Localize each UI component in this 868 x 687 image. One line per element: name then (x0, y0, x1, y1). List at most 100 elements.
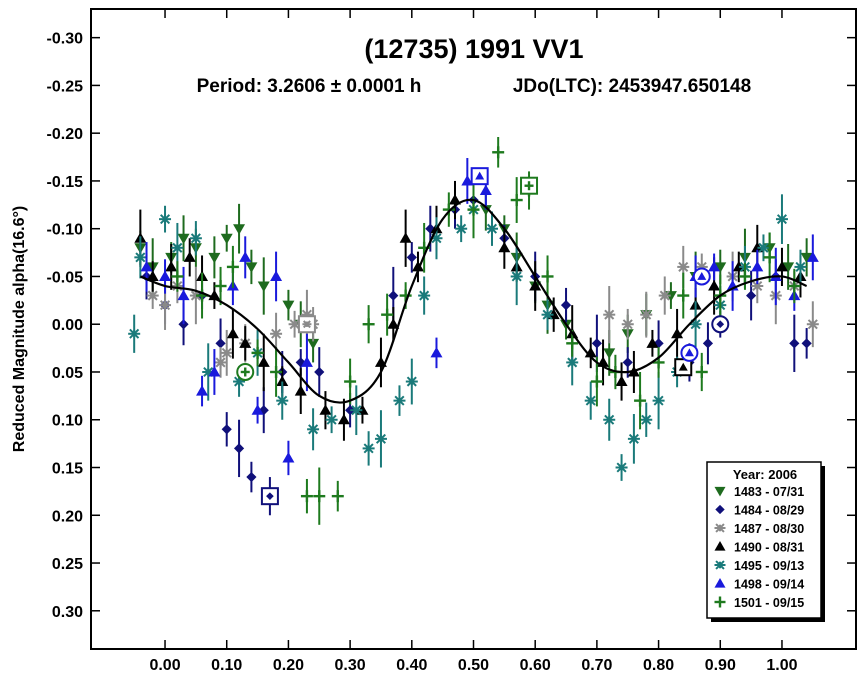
highlighted-point-square (470, 167, 489, 186)
highlighted-point-square (260, 487, 279, 506)
data-point-1501-09-15 (634, 371, 647, 430)
data-point-1483-07-31 (220, 224, 233, 252)
data-point-1484-08-29 (789, 314, 800, 372)
data-point-1501-09-15 (541, 255, 554, 298)
data-point-1487-08-30 (621, 308, 634, 340)
data-point-1495-09-13 (325, 406, 338, 434)
legend-label: 1495 - 09/13 (734, 559, 804, 573)
data-point-1490-08-31 (448, 180, 461, 220)
data-point-1487-08-30 (288, 310, 301, 338)
data-point-1490-08-31 (183, 238, 196, 277)
data-point-1487-08-30 (640, 291, 653, 338)
data-point-1501-09-15 (738, 263, 751, 290)
data-point-1495-09-13 (374, 410, 387, 468)
data-point-1490-08-31 (337, 398, 350, 441)
y-tick-label: 0.05 (52, 365, 83, 382)
data-point-1498-09-14 (300, 333, 313, 392)
data-point-1483-07-31 (245, 249, 258, 285)
data-point-1483-07-31 (282, 289, 295, 321)
data-point-1483-07-31 (782, 243, 795, 290)
data-point-1501-09-15 (344, 358, 357, 405)
data-point-1484-08-29 (746, 270, 757, 321)
data-point-1495-09-13 (757, 234, 770, 262)
data-point-1495-09-13 (362, 431, 375, 466)
highlighted-point-circle (692, 267, 711, 286)
data-point-1495-09-13 (652, 371, 665, 430)
legend-items: 1483 - 07/31 1484 - 08/29 1487 - 08/30 1490… (714, 485, 804, 610)
data-point-1495-09-13 (350, 385, 363, 436)
x-tick-label: 0.40 (396, 657, 427, 674)
data-point-1484-08-29 (560, 287, 572, 323)
legend-box (706, 461, 822, 619)
data-point-1498-09-14 (196, 375, 209, 407)
data-point-1498-09-14 (708, 253, 721, 281)
data-point-1501-09-15 (381, 293, 394, 336)
data-point-1483-07-31 (257, 257, 270, 315)
data-point-1484-08-29 (221, 412, 232, 447)
x-tick-label: 0.90 (705, 657, 736, 674)
data-point-1490-08-31 (239, 326, 252, 361)
x-tick-label: 0.50 (458, 657, 489, 674)
data-point-1490-08-31 (615, 362, 628, 401)
legend-label: 1483 - 07/31 (734, 485, 804, 499)
highlighted-point-square (674, 358, 693, 377)
data-point-1501-09-15 (442, 192, 455, 227)
legend-item-1484-08-29: 1484 - 08/29 (715, 504, 804, 518)
x-tick-label: 0.00 (149, 657, 180, 674)
y-tick-label: 0.30 (52, 604, 83, 621)
data-point-1483-07-31 (177, 215, 190, 262)
legend-item-1483-07-31: 1483 - 07/31 (714, 485, 804, 499)
data-point-1501-09-15 (300, 478, 313, 514)
data-point-1501-09-15 (590, 356, 603, 407)
data-point-1490-08-31 (775, 247, 788, 287)
data-point-1501-09-15 (510, 177, 523, 223)
axes: -0.30 -0.25 -0.20 -0.15 -0.10 -0.05 0.00 0.05 0.… (47, 9, 856, 674)
data-point-1495-09-13 (510, 247, 523, 306)
legend-item-1495-09-13: 1495 - 09/13 (714, 559, 804, 573)
legend-item-1490-08-31: 1490 - 08/31 (714, 541, 804, 555)
data-point-1498-09-14 (282, 440, 295, 476)
data-point-1495-09-13 (393, 385, 406, 416)
data-point-1498-09-14 (270, 251, 283, 302)
data-point-1490-08-31 (146, 261, 159, 292)
data-point-1495-09-13 (603, 398, 616, 441)
data-point-1501-09-15 (313, 467, 326, 525)
data-point-1495-09-13 (541, 299, 554, 330)
data-point-1490-08-31 (529, 261, 542, 311)
data-point-1487-08-30 (214, 347, 227, 378)
data-point-1490-08-31 (319, 391, 332, 430)
legend-label: 1490 - 08/31 (734, 541, 804, 555)
data-point-1495-09-13 (486, 211, 499, 246)
legend-label: 1498 - 09/14 (734, 578, 804, 592)
data-point-1484-08-29 (702, 322, 714, 365)
data-point-1490-08-31 (646, 329, 659, 357)
data-point-1498-09-14 (251, 396, 264, 424)
data-point-1484-08-29 (233, 419, 245, 478)
y-tick-label: -0.30 (47, 31, 84, 48)
data-point-1501-09-15 (226, 245, 239, 288)
data-point-1487-08-30 (658, 276, 671, 315)
legend-item-1487-08-30: 1487 - 08/30 (714, 522, 804, 536)
data-point-1495-09-13 (615, 454, 628, 481)
data-point-1487-08-30 (806, 301, 819, 348)
y-tick-label: 0.25 (52, 556, 83, 573)
data-point-1484-08-29 (314, 347, 325, 397)
highlighted-point-circle (711, 315, 730, 334)
data-point-1501-09-15 (467, 180, 480, 239)
x-tick-label: 0.70 (581, 657, 612, 674)
data-point-1495-09-13 (159, 205, 172, 233)
data-point-1490-08-31 (226, 308, 239, 359)
data-point-1484-08-29 (246, 461, 257, 493)
data-point-1495-09-13 (430, 217, 443, 260)
data-point-1495-09-13 (307, 408, 320, 451)
data-point-1490-08-31 (498, 226, 511, 269)
data-point-1490-08-31 (399, 209, 412, 267)
y-tick-label: -0.05 (47, 269, 84, 286)
data-point-1495-09-13 (775, 194, 788, 244)
x-tick-label: 0.20 (273, 657, 304, 674)
data-point-1487-08-30 (603, 286, 616, 344)
data-point-1498-09-14 (159, 259, 172, 294)
data-point-1498-09-14 (430, 337, 443, 369)
period-label: Period: 3.2606 ± 0.0001 h (197, 76, 422, 97)
